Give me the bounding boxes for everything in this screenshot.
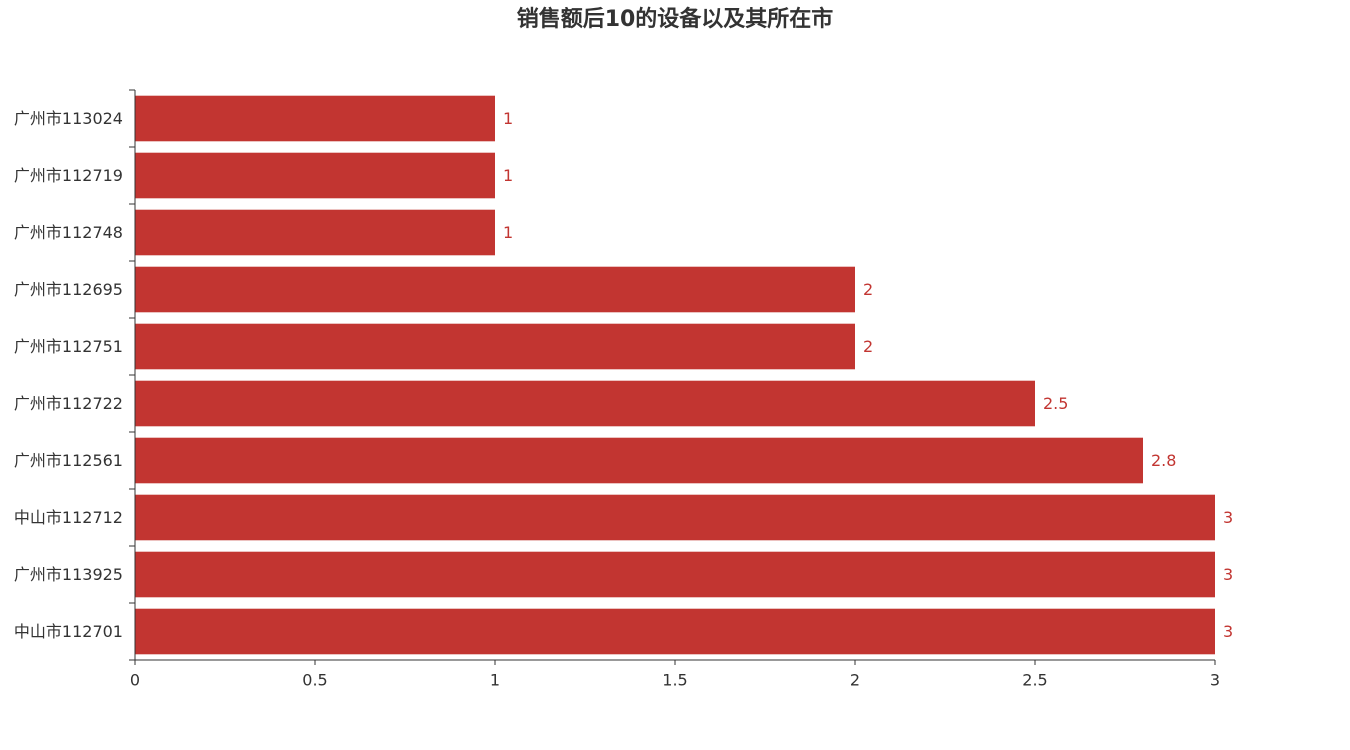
bar [135,494,1215,541]
bar [135,323,855,370]
bar [135,608,1215,655]
category-label: 广州市112722 [14,394,123,413]
category-label: 广州市112695 [14,280,123,299]
x-tick-label: 0.5 [302,671,327,690]
bars-group [135,95,1215,655]
category-label: 广州市112561 [14,451,123,470]
bar [135,266,855,313]
data-label: 2.5 [1043,394,1068,413]
x-tick-label: 2.5 [1022,671,1047,690]
x-tick-label: 2 [850,671,860,690]
data-label: 1 [503,166,513,185]
x-tick-label: 0 [130,671,140,690]
category-label: 广州市112748 [14,223,123,242]
bar [135,380,1035,427]
category-label: 中山市112701 [14,622,123,641]
data-label: 2 [863,280,873,299]
category-label: 广州市113024 [14,109,123,128]
bar [135,437,1143,484]
category-label: 广州市112751 [14,337,123,356]
bar [135,152,495,199]
x-tick-label: 1 [490,671,500,690]
category-label: 广州市112719 [14,166,123,185]
bar [135,551,1215,598]
data-label: 2 [863,337,873,356]
data-label: 1 [503,109,513,128]
data-label: 3 [1223,565,1233,584]
bar [135,209,495,256]
data-label: 2.8 [1151,451,1176,470]
x-tick-label: 3 [1210,671,1220,690]
data-label: 3 [1223,622,1233,641]
bar [135,95,495,142]
chart-title: 销售额后10的设备以及其所在市 [516,7,834,32]
data-label: 3 [1223,508,1233,527]
axes-group [129,89,1216,665]
labels-group: 广州市113024 1 广州市112719 1 广州市112748 1 广州市112695 2… [14,109,1233,690]
category-label: 广州市113925 [14,565,123,584]
x-tick-label: 1.5 [662,671,687,690]
data-label: 1 [503,223,513,242]
category-label: 中山市112712 [14,508,123,527]
